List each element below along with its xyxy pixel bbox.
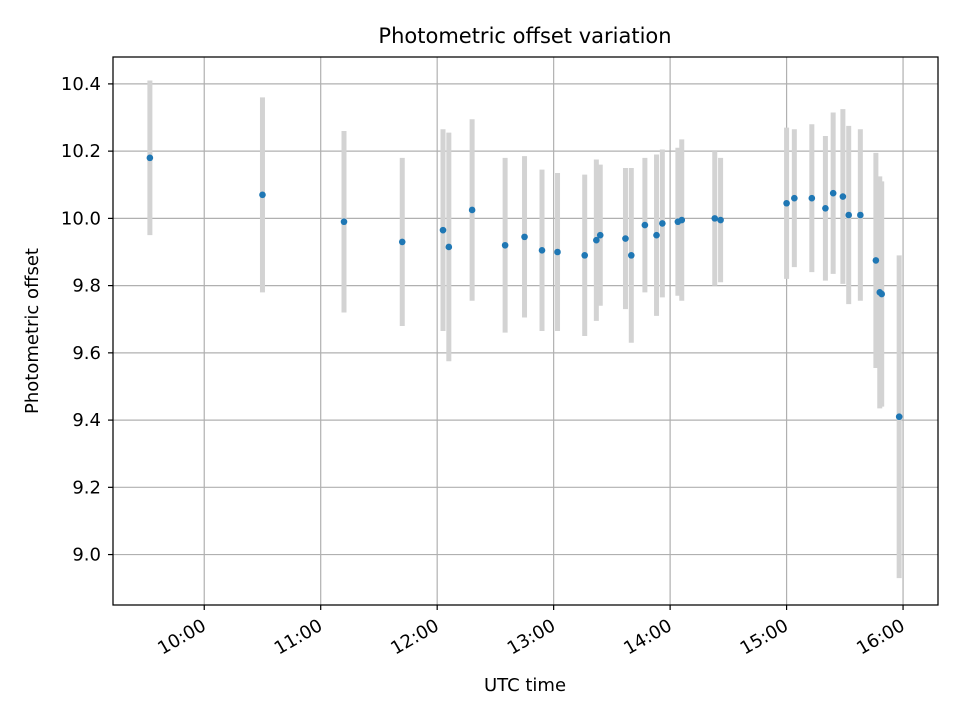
data-point <box>501 241 509 249</box>
data-points <box>146 154 903 421</box>
data-point <box>659 220 666 227</box>
data-point <box>829 189 837 197</box>
data-point <box>538 247 546 254</box>
data-point <box>845 211 853 219</box>
data-point <box>554 248 561 256</box>
data-point <box>895 413 903 421</box>
data-point <box>468 206 476 214</box>
data-point <box>445 243 453 251</box>
y-tick-label: 9.6 <box>72 343 101 364</box>
data-point <box>521 233 528 241</box>
x-axis-label: UTC time <box>484 675 566 696</box>
data-point <box>593 236 600 244</box>
data-point <box>439 226 447 234</box>
data-point <box>622 235 629 242</box>
y-tick-label: 10.4 <box>61 74 101 95</box>
y-tick-label: 10.2 <box>61 141 101 162</box>
data-point <box>627 252 635 259</box>
data-point <box>146 154 154 162</box>
y-tick-label: 9.4 <box>72 410 101 431</box>
data-point <box>581 252 589 259</box>
y-axis-label: Photometric offset <box>22 248 43 414</box>
y-tick-label: 9.2 <box>72 477 101 498</box>
data-point <box>717 216 724 224</box>
y-tick-label: 9.8 <box>72 276 101 297</box>
data-point <box>878 290 886 298</box>
data-point <box>857 211 864 219</box>
data-point <box>653 231 660 239</box>
data-point <box>872 257 880 264</box>
data-point <box>791 194 798 202</box>
y-axis-ticks: 9.0 9.2 9.4 9.6 9.8 10.0 10.2 10.4 <box>61 74 113 566</box>
data-point <box>596 231 604 239</box>
data-point <box>783 199 790 207</box>
data-point <box>678 216 686 224</box>
y-tick-label: 10.0 <box>61 208 101 229</box>
data-point <box>808 194 816 202</box>
plot-frame <box>112 56 939 606</box>
data-point <box>259 191 266 199</box>
data-point <box>839 193 847 200</box>
data-point <box>711 215 719 222</box>
data-point <box>822 204 829 212</box>
y-tick-label: 9.0 <box>72 545 101 566</box>
data-point <box>398 238 406 246</box>
data-point <box>641 221 649 229</box>
chart-title: Photometric offset variation <box>378 24 671 48</box>
data-point <box>340 218 348 226</box>
